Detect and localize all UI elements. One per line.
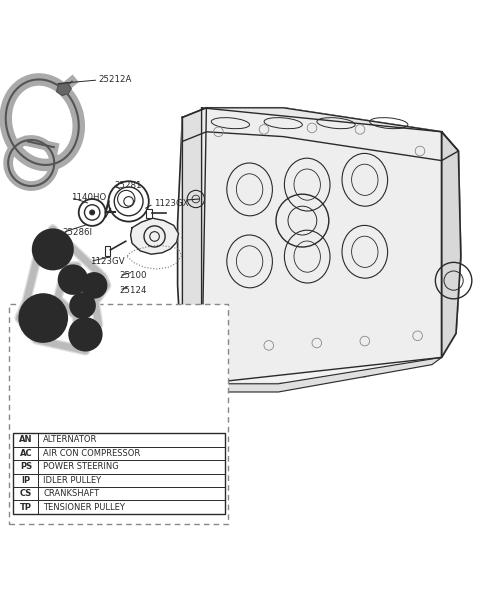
Text: TP: TP [67, 275, 79, 284]
Text: CS: CS [37, 313, 49, 323]
Text: TENSIONER PULLEY: TENSIONER PULLEY [43, 503, 125, 512]
Text: AC: AC [79, 330, 92, 339]
Circle shape [69, 318, 102, 350]
Circle shape [47, 243, 59, 255]
Circle shape [79, 302, 86, 309]
Circle shape [90, 210, 95, 215]
Polygon shape [57, 83, 71, 96]
Circle shape [90, 281, 98, 289]
Bar [9, 304, 228, 525]
Text: 1140HO: 1140HO [71, 193, 106, 202]
Text: IP: IP [21, 476, 31, 485]
Polygon shape [442, 132, 461, 358]
Text: TP: TP [20, 503, 32, 512]
Text: ALTERNATOR: ALTERNATOR [43, 435, 97, 444]
Text: POWER STEERING: POWER STEERING [43, 463, 119, 471]
Polygon shape [131, 218, 179, 254]
Text: PS: PS [20, 463, 32, 471]
Polygon shape [202, 108, 442, 384]
Bar [13, 433, 225, 514]
Text: AIR CON COMPRESSOR: AIR CON COMPRESSOR [43, 449, 141, 458]
Text: CS: CS [20, 489, 32, 498]
Text: IDLER PULLEY: IDLER PULLEY [43, 476, 101, 485]
Text: 1123GV: 1123GV [90, 257, 125, 266]
Circle shape [69, 276, 77, 284]
Circle shape [19, 294, 67, 342]
Text: 25100: 25100 [119, 271, 146, 280]
Text: CRANKSHAFT: CRANKSHAFT [43, 489, 99, 498]
Circle shape [82, 273, 107, 298]
Circle shape [81, 329, 90, 339]
Text: AN: AN [19, 435, 33, 444]
Text: AN: AN [87, 281, 101, 290]
Text: 25124: 25124 [119, 286, 146, 294]
Circle shape [33, 230, 73, 270]
Text: 25281: 25281 [114, 181, 142, 190]
Text: 1123GX: 1123GX [154, 199, 188, 208]
Circle shape [70, 293, 95, 318]
Polygon shape [182, 108, 206, 384]
Text: AC: AC [20, 449, 32, 458]
Circle shape [59, 266, 87, 294]
Polygon shape [197, 358, 442, 392]
Circle shape [36, 311, 50, 325]
Text: 25212A: 25212A [98, 76, 132, 84]
Bar [105, 246, 110, 255]
Text: PS: PS [47, 245, 59, 254]
Polygon shape [182, 108, 458, 160]
Text: 25286I: 25286I [62, 228, 92, 237]
Bar [146, 209, 152, 218]
Text: IP: IP [78, 301, 87, 310]
Polygon shape [178, 108, 461, 384]
